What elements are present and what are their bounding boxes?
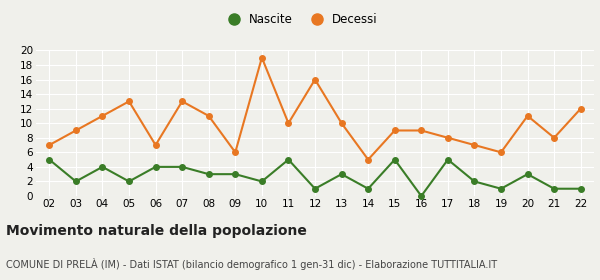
Line: Decessi: Decessi	[47, 55, 583, 162]
Nascite	[338, 172, 345, 176]
Decessi	[125, 100, 133, 103]
Nascite	[46, 158, 53, 161]
Nascite	[418, 194, 425, 198]
Nascite	[311, 187, 319, 190]
Decessi	[205, 114, 212, 118]
Decessi	[311, 78, 319, 81]
Nascite	[152, 165, 159, 169]
Nascite	[285, 158, 292, 161]
Nascite	[99, 165, 106, 169]
Nascite	[524, 172, 531, 176]
Nascite	[365, 187, 372, 190]
Nascite	[205, 172, 212, 176]
Nascite	[391, 158, 398, 161]
Decessi	[338, 122, 345, 125]
Text: COMUNE DI PRELÀ (IM) - Dati ISTAT (bilancio demografico 1 gen-31 dic) - Elaboraz: COMUNE DI PRELÀ (IM) - Dati ISTAT (bilan…	[6, 258, 497, 270]
Nascite	[232, 172, 239, 176]
Nascite	[471, 180, 478, 183]
Nascite	[72, 180, 79, 183]
Decessi	[524, 114, 531, 118]
Decessi	[577, 107, 584, 110]
Decessi	[72, 129, 79, 132]
Decessi	[418, 129, 425, 132]
Line: Nascite: Nascite	[47, 157, 583, 199]
Nascite	[258, 180, 265, 183]
Decessi	[444, 136, 451, 139]
Decessi	[99, 114, 106, 118]
Decessi	[551, 136, 558, 139]
Text: Movimento naturale della popolazione: Movimento naturale della popolazione	[6, 224, 307, 238]
Decessi	[232, 151, 239, 154]
Nascite	[551, 187, 558, 190]
Nascite	[125, 180, 133, 183]
Decessi	[179, 100, 186, 103]
Nascite	[179, 165, 186, 169]
Legend: Nascite, Decessi: Nascite, Decessi	[217, 9, 383, 31]
Decessi	[497, 151, 505, 154]
Decessi	[152, 143, 159, 147]
Decessi	[365, 158, 372, 161]
Decessi	[391, 129, 398, 132]
Nascite	[497, 187, 505, 190]
Decessi	[471, 143, 478, 147]
Decessi	[258, 56, 265, 59]
Nascite	[577, 187, 584, 190]
Decessi	[46, 143, 53, 147]
Nascite	[444, 158, 451, 161]
Decessi	[285, 122, 292, 125]
